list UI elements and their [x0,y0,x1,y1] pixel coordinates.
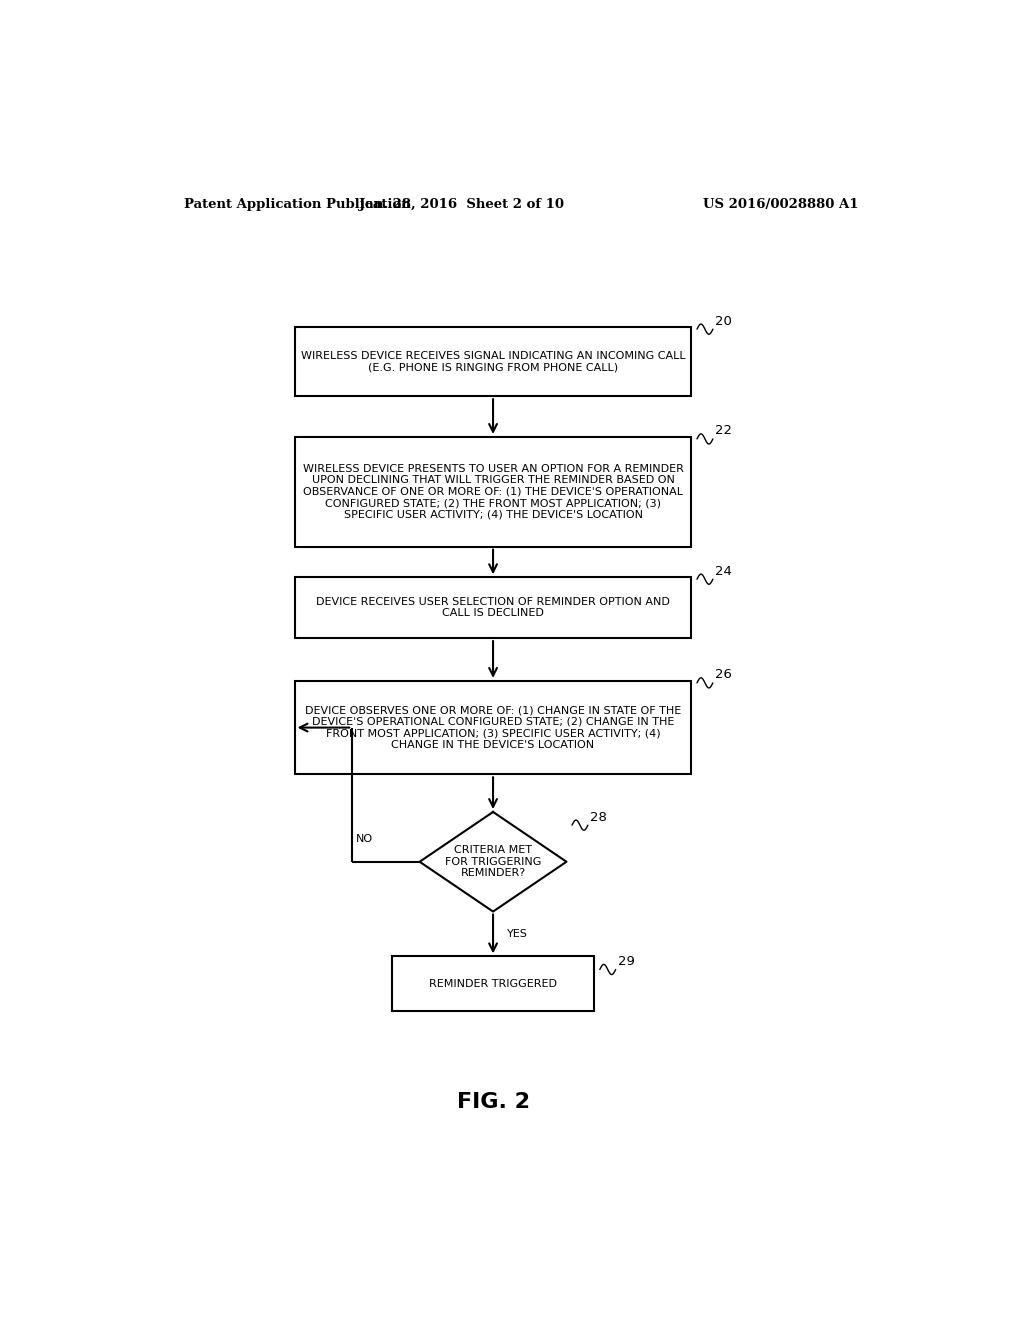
FancyBboxPatch shape [295,327,691,396]
Text: DEVICE RECEIVES USER SELECTION OF REMINDER OPTION AND
CALL IS DECLINED: DEVICE RECEIVES USER SELECTION OF REMIND… [316,597,670,619]
Text: 24: 24 [715,565,732,578]
Text: Jan. 28, 2016  Sheet 2 of 10: Jan. 28, 2016 Sheet 2 of 10 [358,198,564,211]
FancyBboxPatch shape [392,956,594,1011]
Text: NO: NO [356,834,374,845]
FancyBboxPatch shape [295,437,691,546]
Text: US 2016/0028880 A1: US 2016/0028880 A1 [702,198,858,211]
Text: Patent Application Publication: Patent Application Publication [183,198,411,211]
FancyBboxPatch shape [295,577,691,638]
Text: CRITERIA MET
FOR TRIGGERING
REMINDER?: CRITERIA MET FOR TRIGGERING REMINDER? [444,845,542,878]
Text: YES: YES [507,929,528,939]
Text: WIRELESS DEVICE RECEIVES SIGNAL INDICATING AN INCOMING CALL
(E.G. PHONE IS RINGI: WIRELESS DEVICE RECEIVES SIGNAL INDICATI… [301,351,685,372]
Text: DEVICE OBSERVES ONE OR MORE OF: (1) CHANGE IN STATE OF THE
DEVICE'S OPERATIONAL : DEVICE OBSERVES ONE OR MORE OF: (1) CHAN… [305,705,681,750]
Text: WIRELESS DEVICE PRESENTS TO USER AN OPTION FOR A REMINDER
UPON DECLINING THAT WI: WIRELESS DEVICE PRESENTS TO USER AN OPTI… [303,463,683,520]
Text: REMINDER TRIGGERED: REMINDER TRIGGERED [429,978,557,989]
Polygon shape [420,812,566,912]
Text: 26: 26 [715,668,732,681]
Text: FIG. 2: FIG. 2 [457,1092,529,1111]
Text: 29: 29 [618,954,635,968]
FancyBboxPatch shape [295,681,691,775]
Text: 22: 22 [715,424,732,437]
Text: 28: 28 [590,810,607,824]
Text: 20: 20 [715,314,732,327]
